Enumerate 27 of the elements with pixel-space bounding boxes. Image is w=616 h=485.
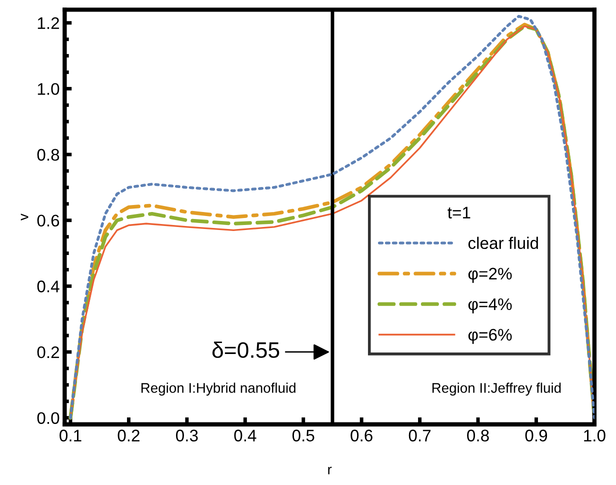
annotation: Region II:Jeffrey fluid [432, 382, 561, 396]
x-tick-label: 0.7 [408, 430, 431, 442]
x-tick-label: 0.6 [350, 430, 372, 442]
x-tick-label: 0.3 [176, 430, 198, 442]
legend-title: t=1 [448, 206, 470, 218]
legend-label: φ=2% [468, 268, 512, 283]
x-tick-label: 0.8 [467, 430, 489, 442]
annotation: δ=0.55 [212, 342, 280, 358]
x-tick-label: 1.0 [584, 430, 606, 442]
y-tick-label: 1.2 [38, 17, 59, 29]
legend-label: φ=4% [468, 298, 512, 314]
annotation: Region I:Hybrid nanofluid [141, 382, 296, 396]
x-tick-label: 0.2 [118, 430, 140, 442]
legend-label: φ=6% [468, 328, 512, 344]
y-tick-label: 0.6 [37, 214, 60, 227]
y-tick-label: 0.0 [37, 412, 60, 424]
y-tick-label: 0.4 [37, 280, 60, 292]
legend-label: clear fluid [468, 236, 538, 250]
y-tick-label: 0.8 [37, 148, 60, 161]
x-tick-label: 0.5 [292, 430, 314, 442]
x-tick-label: 0.9 [525, 430, 548, 442]
y-axis-title: v [20, 214, 28, 220]
x-tick-label: 0.4 [234, 430, 256, 442]
x-tick-label: 0.1 [60, 430, 82, 442]
x-axis-title: r [328, 466, 332, 474]
y-tick-label: 1.0 [38, 83, 60, 95]
y-tick-label: 0.2 [37, 346, 59, 358]
